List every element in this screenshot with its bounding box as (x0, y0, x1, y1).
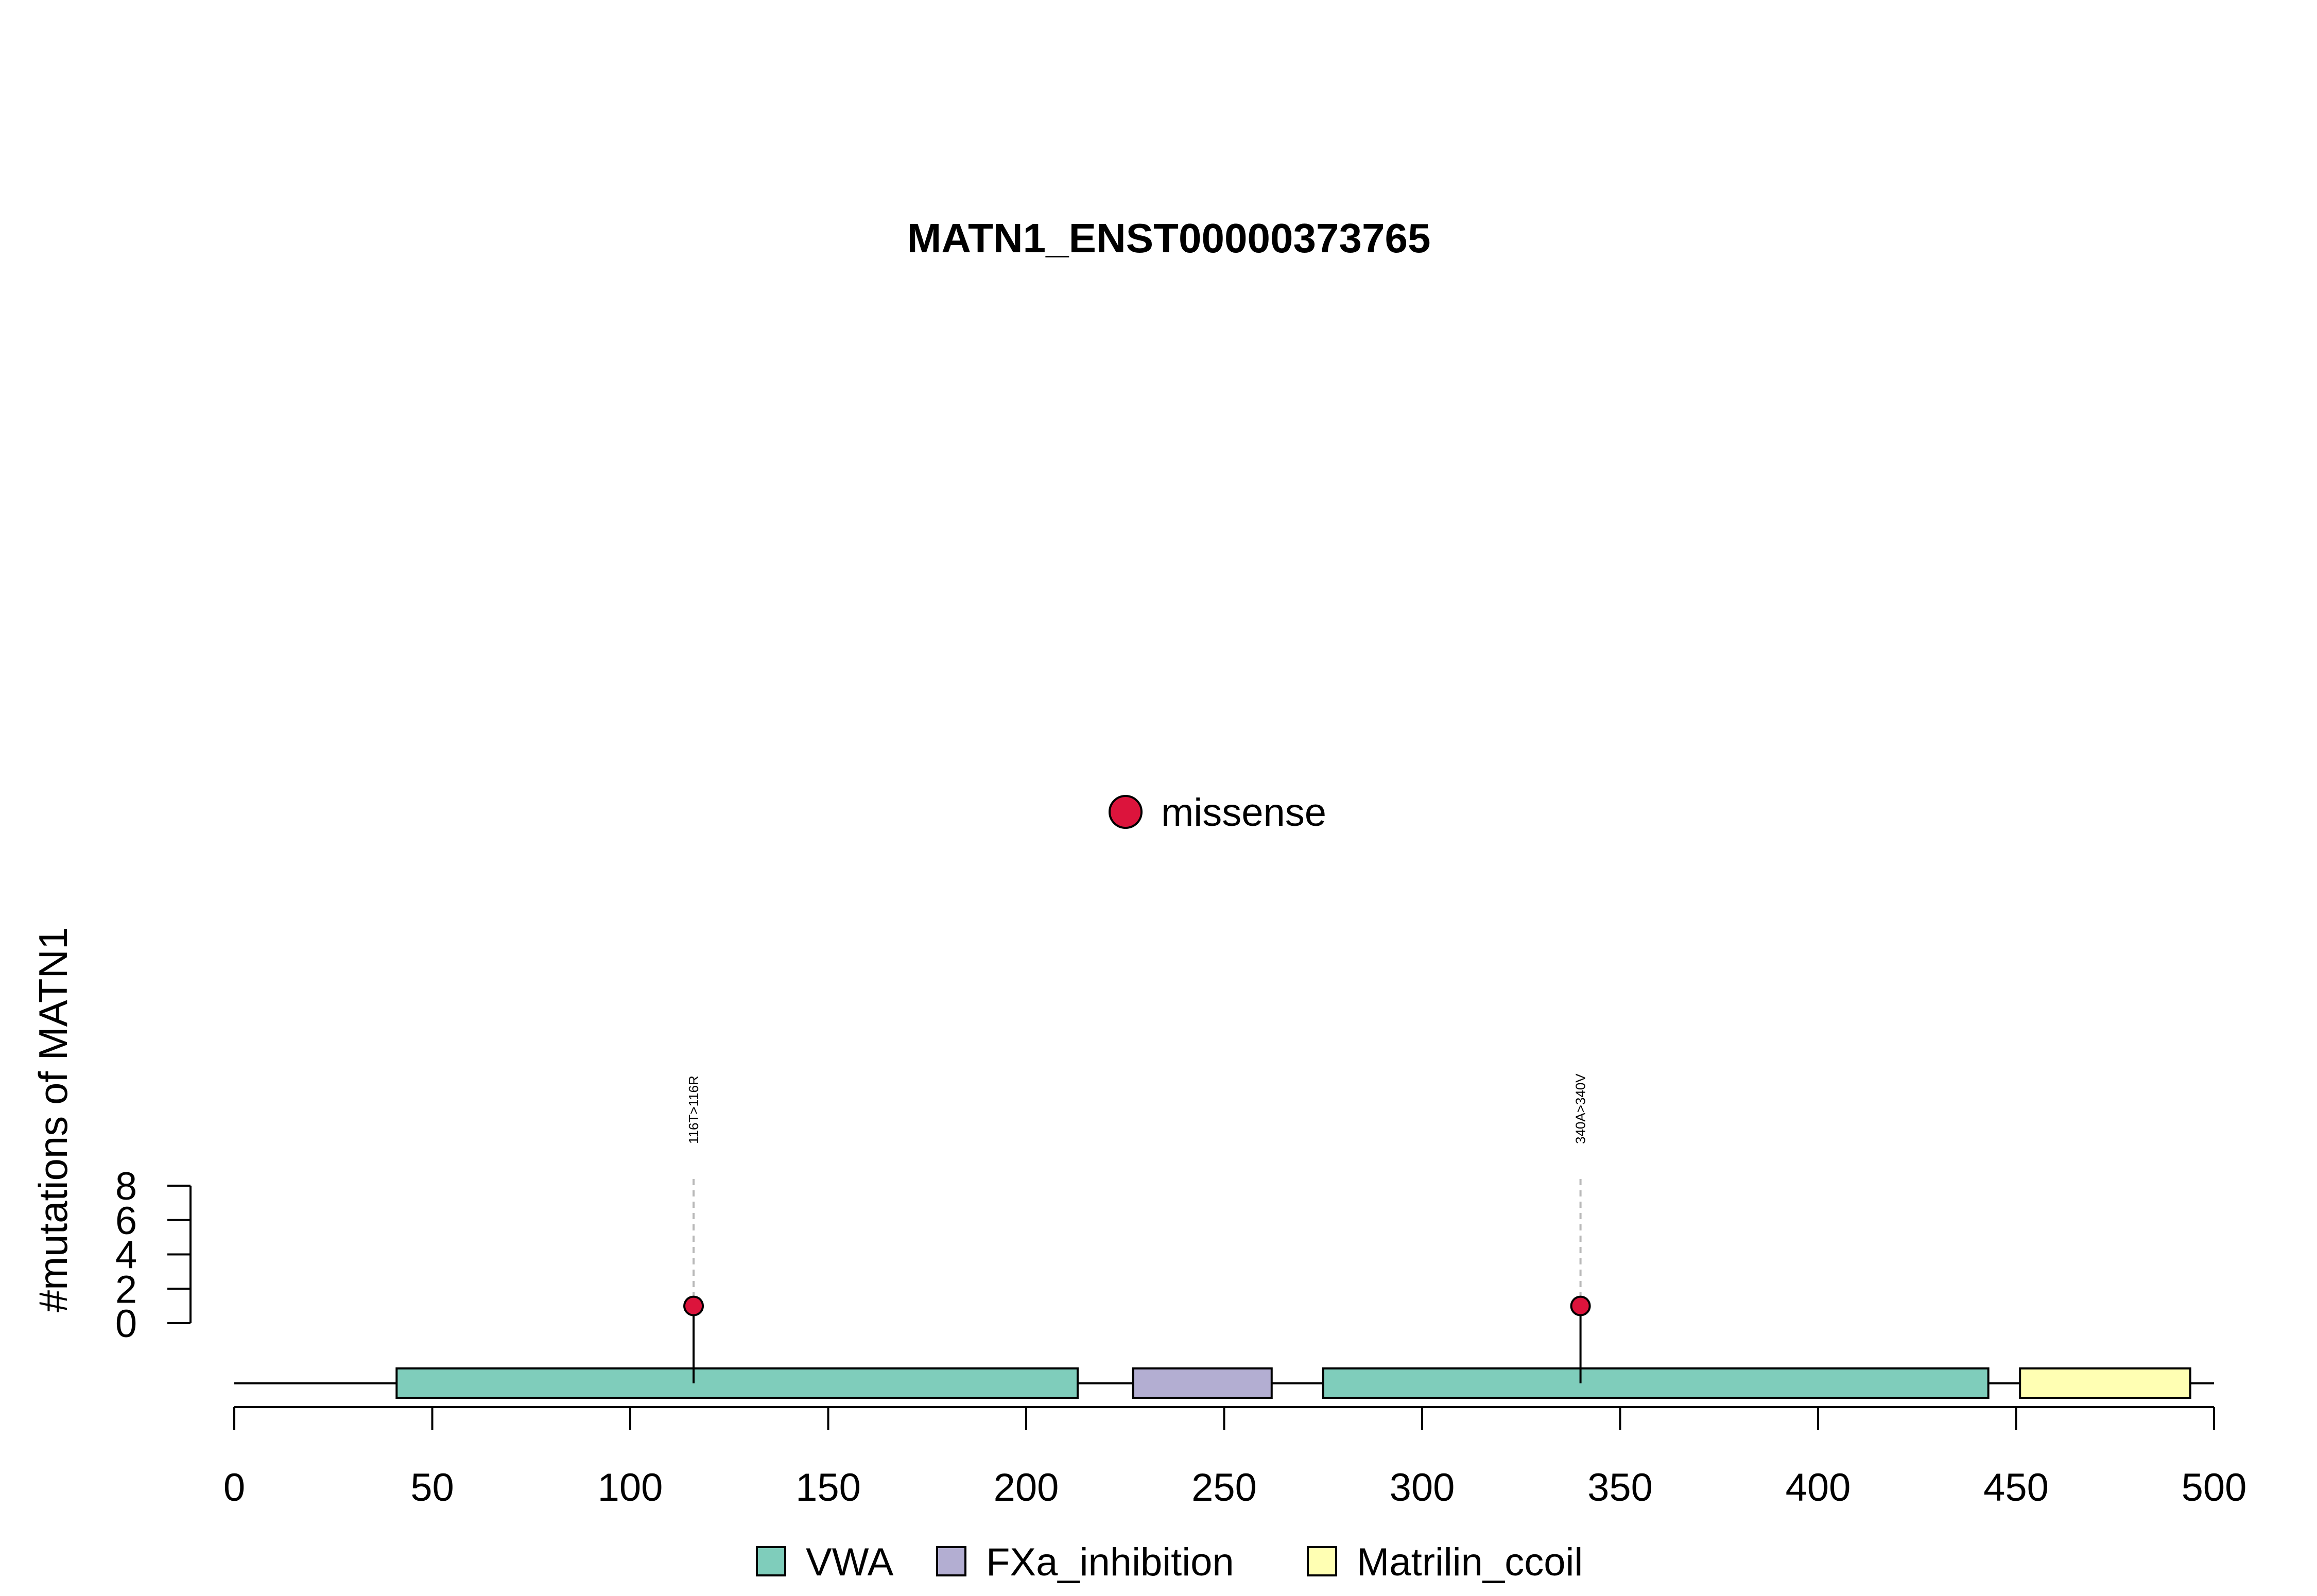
x-tick-label: 400 (1786, 1466, 1851, 1510)
y-tick-label: 2 (115, 1268, 137, 1311)
y-axis-label: #mutations of MATN1 (30, 927, 76, 1313)
mutation-legend: missense (1109, 791, 1326, 835)
legend-label-VWA: VWA (806, 1540, 894, 1584)
mutation-lollipops: 116T>116R 340A>340V (683, 1073, 1591, 1383)
legend-label-FXa_inhibition: FXa_inhibition (986, 1540, 1234, 1584)
domain-Matrilin_ccoil (2019, 1367, 2191, 1399)
legend-swatch-VWA (756, 1546, 786, 1576)
mutation-point (1570, 1295, 1591, 1316)
legend-swatch-FXa_inhibition (936, 1546, 966, 1576)
x-tick-label: 0 (223, 1466, 245, 1510)
legend-label-missense: missense (1161, 791, 1326, 835)
protein-domains (395, 1367, 2191, 1399)
y-tick-label: 8 (115, 1165, 137, 1208)
domain-VWA (1322, 1367, 1990, 1399)
x-tick-label: 100 (598, 1466, 663, 1510)
x-tick-label: 250 (1191, 1466, 1257, 1510)
mutation-label: 116T>116R (686, 1075, 701, 1144)
legend-label-Matrilin_ccoil: Matrilin_ccoil (1357, 1540, 1583, 1584)
domain-FXa_inhibition (1132, 1367, 1273, 1399)
x-axis: 0 50 100 150 200 250 300 350 400 450 500 (223, 1406, 2247, 1510)
y-tick-label: 0 (115, 1302, 137, 1346)
x-tick-label: 350 (1587, 1466, 1653, 1510)
x-tick-label: 50 (410, 1466, 454, 1510)
x-tick-label: 300 (1390, 1466, 1455, 1510)
chart-title: MATN1_ENST00000373765 (907, 215, 1431, 261)
mutation-label: 340A>340V (1573, 1073, 1588, 1144)
legend-marker-missense (1109, 795, 1143, 829)
x-tick-label: 450 (1983, 1466, 2049, 1510)
x-tick-label: 150 (796, 1466, 861, 1510)
y-tick-label: 6 (115, 1199, 137, 1243)
domain-legend: VWA FXa_inhibition Matrilin_ccoil (756, 1540, 1583, 1584)
x-tick-label: 200 (994, 1466, 1059, 1510)
mutation-point (683, 1295, 704, 1316)
x-tick-label: 500 (2182, 1466, 2247, 1510)
domain-VWA (395, 1367, 1079, 1399)
y-tick-label: 4 (115, 1234, 137, 1277)
legend-swatch-Matrilin_ccoil (1307, 1546, 1337, 1576)
